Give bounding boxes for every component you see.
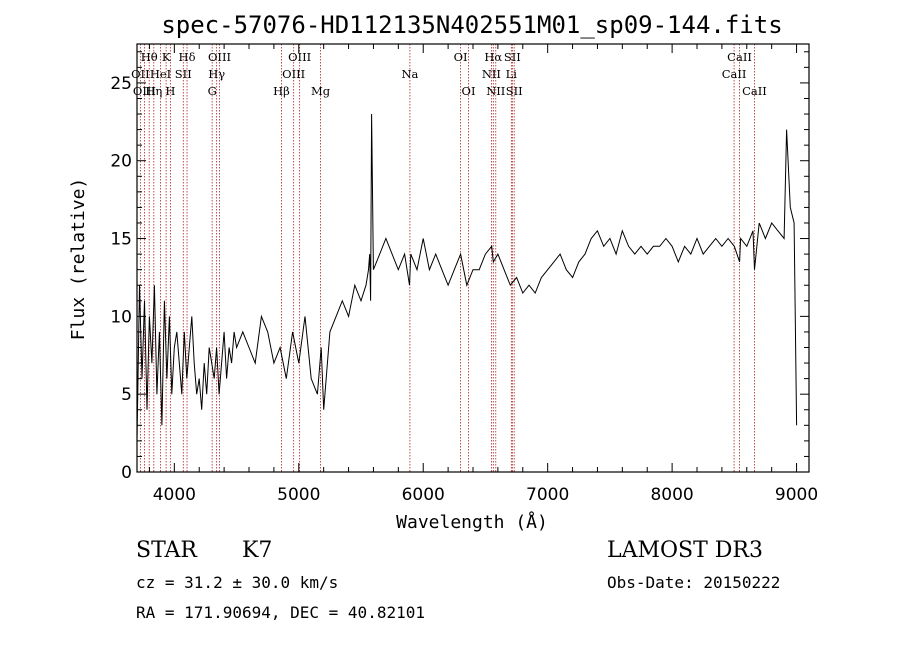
spectral-line-label: Hβ <box>273 84 290 98</box>
spectral-line-label: CaII <box>742 84 767 98</box>
redshift-velocity: cz = 31.2 ± 30.0 km/s <box>136 573 339 592</box>
plot-frame <box>136 43 810 473</box>
spectral-line-label: OI <box>454 50 468 64</box>
spectral-line-label: H <box>165 84 175 98</box>
spectral-line-label: Hγ <box>208 67 225 81</box>
spectral-line-label: Hδ <box>179 50 196 64</box>
spectral-line-markers <box>139 44 755 472</box>
x-tick-label: 7000 <box>526 485 569 505</box>
spectral-line-label: Na <box>401 67 418 81</box>
object-subclass: K7 <box>242 538 273 563</box>
spectral-line-label: Hα <box>484 50 502 64</box>
spectral-line-label: Mg <box>311 84 331 98</box>
spectral-line-label: NII <box>482 67 501 81</box>
y-tick-label: 5 <box>121 385 132 405</box>
spectral-line-label: OIII <box>288 50 311 64</box>
spectral-line-label: OIII <box>133 84 156 98</box>
y-axis-label: Flux (relative) <box>68 178 89 341</box>
spectral-line-label: CaII <box>727 50 752 64</box>
spectral-line-label: OII <box>131 67 150 81</box>
y-tick-label: 25 <box>110 74 132 94</box>
spectral-line-label: SII <box>175 67 192 81</box>
y-tick-label: 0 <box>121 463 132 483</box>
spectral-line-label: Li <box>506 67 518 81</box>
y-axis: 0 5 10 15 20 25 <box>110 51 809 483</box>
x-axis: 4000 5000 6000 7000 8000 9000 <box>148 44 818 505</box>
coordinates: RA = 171.90694, DEC = 40.82101 <box>136 603 425 622</box>
y-tick-label: 10 <box>110 307 132 327</box>
x-axis-label: Wavelength (Å) <box>396 511 548 533</box>
spectral-line-label: NII <box>486 84 505 98</box>
spectrum-series-line <box>136 113 798 441</box>
spectral-line-label: Hη <box>145 84 162 98</box>
observation-date: Obs-Date: 20150222 <box>607 573 781 592</box>
spectral-line-label: G <box>208 84 217 98</box>
chart-title: spec-57076-HD112135N402551M01_sp09-144.f… <box>161 11 782 39</box>
spectral-line-label: OI <box>462 84 476 98</box>
x-tick-label: 4000 <box>153 485 196 505</box>
spectral-line-label: K <box>162 50 171 64</box>
spectral-line-label: HeI <box>150 67 171 81</box>
x-tick-label: 9000 <box>775 485 818 505</box>
spectral-line-label: OIII <box>282 67 305 81</box>
spectral-line-label: SII <box>506 84 523 98</box>
object-type: STAR <box>136 538 197 563</box>
x-tick-label: 5000 <box>277 485 320 505</box>
x-tick-label: 6000 <box>402 485 445 505</box>
survey-name: LAMOST DR3 <box>607 538 763 563</box>
y-tick-label: 20 <box>110 152 132 172</box>
spectral-line-label: CaII <box>722 67 747 81</box>
x-tick-label: 8000 <box>650 485 693 505</box>
spectral-line-label: Hθ <box>141 50 158 64</box>
y-tick-label: 15 <box>110 230 132 250</box>
spectral-line-label: SII <box>504 50 521 64</box>
spectral-line-label: OIII <box>208 50 231 64</box>
